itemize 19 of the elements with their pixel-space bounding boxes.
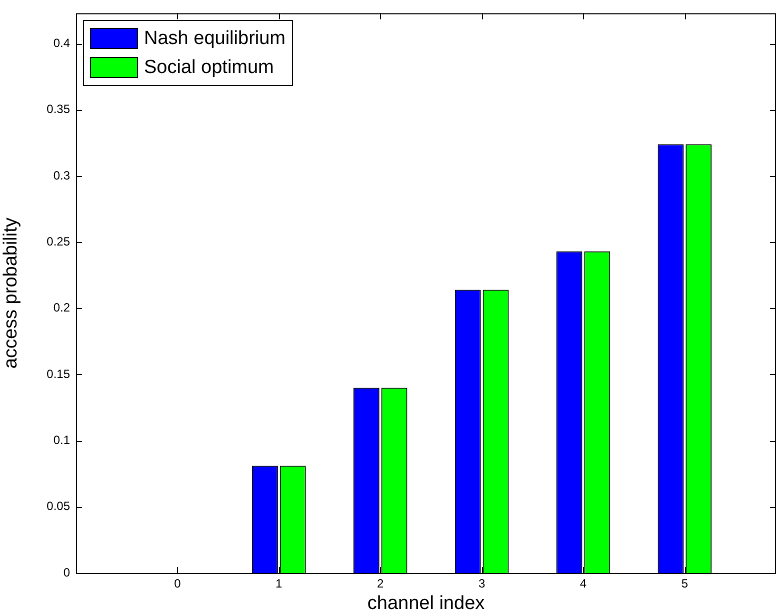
y-tick-label: 0.1 bbox=[53, 432, 70, 447]
y-tick-label: 0.15 bbox=[46, 366, 70, 381]
x-tick-label: 1 bbox=[276, 576, 283, 591]
y-tick-label: 0.3 bbox=[53, 168, 70, 182]
y-tick-label: 0.25 bbox=[46, 234, 70, 248]
y-tick-label: 0.2 bbox=[53, 300, 70, 315]
x-tick-label: 4 bbox=[580, 576, 587, 591]
x-axis-title: channel index bbox=[367, 592, 486, 614]
x-tick-label: 0 bbox=[174, 576, 182, 591]
y-tick-label: 0.4 bbox=[53, 36, 70, 50]
legend-label: Social optimum bbox=[144, 56, 274, 80]
y-axis-title: access probability bbox=[0, 217, 22, 369]
x-tick-label: 2 bbox=[377, 576, 384, 591]
y-tick-label: 0 bbox=[63, 565, 70, 580]
y-tick-label: 0.05 bbox=[46, 499, 70, 514]
x-tick-label: 5 bbox=[681, 576, 688, 591]
legend-label: Nash equilibrium bbox=[144, 27, 286, 52]
y-tick-label: 0.35 bbox=[46, 102, 70, 116]
x-tick-label: 3 bbox=[478, 576, 486, 591]
